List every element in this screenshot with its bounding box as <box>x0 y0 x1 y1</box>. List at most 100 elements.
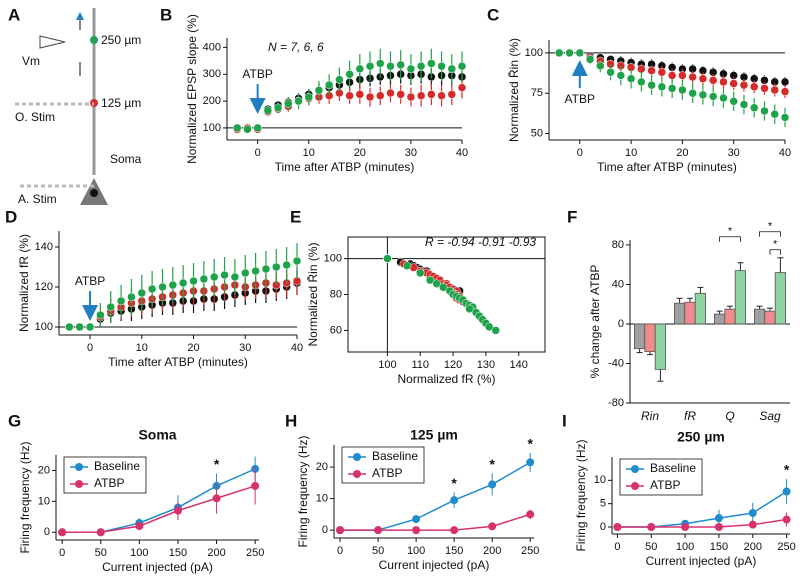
x-tick-label: 200 <box>207 547 225 559</box>
bar <box>734 270 747 325</box>
label: Vm <box>22 54 40 68</box>
point <box>748 509 757 517</box>
x-tick-label: Rin <box>641 409 659 423</box>
point <box>241 268 250 278</box>
legend-swatch <box>75 480 83 488</box>
series-line <box>340 461 531 531</box>
point <box>657 68 667 77</box>
y-tick-label: 0 <box>322 524 328 536</box>
point <box>782 487 791 496</box>
point <box>488 522 497 531</box>
y-tick-label: 140 <box>35 241 53 253</box>
annotation: R = -0.94 -0.91 -0.93 <box>425 235 536 249</box>
point <box>127 292 136 302</box>
point <box>780 113 790 122</box>
point <box>396 90 405 99</box>
point <box>147 284 157 294</box>
y-tick-label: 0 <box>600 521 606 533</box>
x-tick-label: 110 <box>411 359 429 371</box>
point <box>657 82 667 92</box>
x-tick-label: 100 <box>676 541 694 553</box>
y-tick-label: 60 <box>330 324 342 336</box>
panel-letter: B <box>160 5 172 24</box>
legend-label: Baseline <box>650 461 696 475</box>
x-tick-label: 20 <box>187 342 199 354</box>
x-tick-label: 0 <box>337 545 343 557</box>
x-tick-label: 40 <box>779 147 791 159</box>
y-axis-title: Normalized fR (%) <box>17 234 31 332</box>
bar <box>684 301 696 325</box>
point <box>383 254 392 263</box>
x-axis-title: Time after ATBP (minutes) <box>597 160 737 174</box>
point <box>526 458 535 467</box>
y-tick-label: 20 <box>38 464 50 476</box>
label: 250 µm <box>101 33 141 47</box>
significance: * <box>768 221 773 233</box>
x-tick-label: fR <box>684 409 696 423</box>
point <box>647 66 656 75</box>
series-line <box>62 468 256 534</box>
point <box>106 302 115 312</box>
x-tick-label: 100 <box>378 359 396 371</box>
x-tick-label: 200 <box>744 541 762 553</box>
frame <box>347 236 546 353</box>
point <box>465 304 474 314</box>
panel-letter: H <box>285 411 297 430</box>
x-axis-title: Current injected (pA) <box>102 560 213 574</box>
y-tick-label: 10 <box>316 492 328 504</box>
series-line <box>340 513 531 531</box>
annotation: N = 7, 6, 6 <box>268 40 324 54</box>
point <box>402 261 412 270</box>
point <box>376 59 385 68</box>
x-tick-label: 250 <box>246 547 264 559</box>
point <box>729 97 738 106</box>
point <box>173 506 182 515</box>
point <box>667 71 677 80</box>
point <box>437 61 446 71</box>
point <box>116 296 126 306</box>
y-tick-label: 0 <box>618 318 624 330</box>
point <box>637 64 646 74</box>
point <box>415 268 425 278</box>
x-axis-title: Current injected (pA) <box>646 554 757 568</box>
point <box>243 125 252 134</box>
point <box>232 123 242 133</box>
y-tick-label: 75 <box>531 87 543 99</box>
x-tick-label: 250 <box>777 541 795 553</box>
point <box>749 103 759 112</box>
point <box>770 109 779 119</box>
y-tick-label: -80 <box>608 397 624 409</box>
point <box>416 61 426 71</box>
point <box>96 310 105 320</box>
x-tick-label: 150 <box>445 545 463 557</box>
y-tick-label: 100 <box>324 252 342 264</box>
series-line <box>617 518 787 528</box>
significance: * <box>784 462 790 478</box>
panel-letter: D <box>5 207 17 226</box>
label: 125 µm <box>101 96 141 110</box>
legend-label: ATBP <box>94 476 124 490</box>
point <box>606 68 615 77</box>
point <box>450 496 459 505</box>
point <box>688 88 697 98</box>
x-tick-label: 10 <box>303 147 315 159</box>
x-tick-label: 50 <box>95 547 107 559</box>
point <box>263 106 273 115</box>
x-tick-label: 30 <box>405 147 417 159</box>
point <box>647 80 656 90</box>
y-tick-label: 100 <box>525 47 543 59</box>
diagram: A 250 µm 125 µm Soma O. Stim A. Stim Vm <box>8 5 142 206</box>
y-axis-title: % change after ATBP <box>588 265 602 379</box>
bar <box>764 310 776 325</box>
point <box>324 80 334 90</box>
point <box>135 522 144 531</box>
legend-swatch <box>353 453 361 461</box>
y-axis-title: Firing frequency (Hz) <box>18 441 32 553</box>
point <box>678 71 687 80</box>
point <box>365 92 375 102</box>
x-tick-label: 100 <box>130 547 148 559</box>
y-tick-label: 20 <box>316 461 328 473</box>
panel-letter: G <box>8 411 21 430</box>
y-tick-label: 100 <box>35 321 53 333</box>
point <box>65 322 74 332</box>
